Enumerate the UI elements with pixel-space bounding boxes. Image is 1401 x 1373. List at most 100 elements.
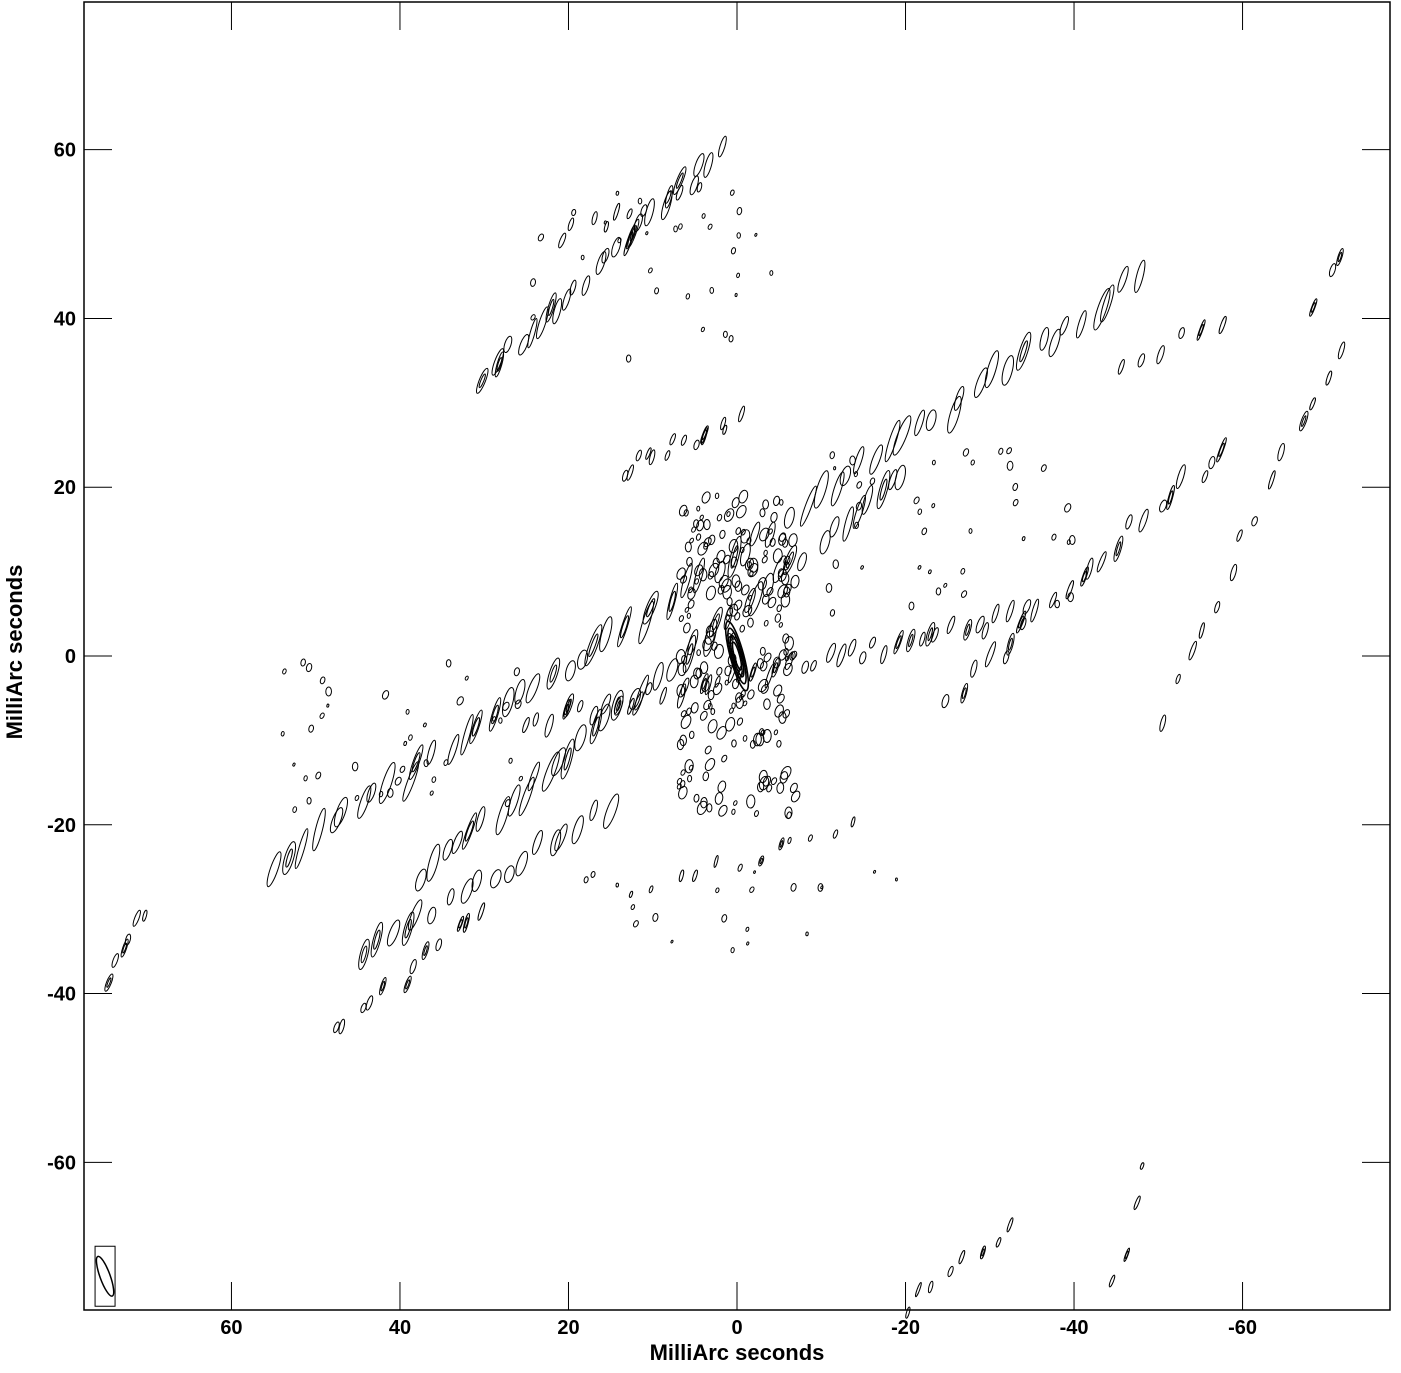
x-tick-label: 40 [389, 1317, 411, 1339]
contour-stripe [426, 739, 437, 765]
contour-blob [717, 780, 727, 793]
contour-blob [308, 724, 315, 733]
contour-stripe-inner [646, 598, 656, 618]
contour-stripe [476, 367, 489, 394]
y-tick-label: 40 [54, 308, 76, 330]
contour-blob [705, 625, 715, 638]
contour-blob [422, 722, 427, 728]
contour-stripe-inner [701, 677, 707, 690]
contour-blob [726, 607, 734, 617]
contour-blob [742, 604, 753, 618]
contour-stripe [984, 641, 997, 668]
contour-blob [921, 527, 928, 536]
contour-blob [731, 739, 737, 748]
contour-blob [652, 912, 659, 922]
contour-stripe [475, 806, 486, 832]
contour-blob [789, 782, 798, 793]
contour-blob [716, 514, 723, 522]
contour-stripe [1218, 315, 1227, 335]
contour-stripe [104, 973, 114, 992]
contour-blob [306, 796, 312, 805]
contour-stripe [1030, 598, 1040, 623]
contour-blob [300, 658, 306, 667]
contour-blob [731, 574, 741, 588]
contour-stripe [1328, 263, 1337, 278]
contour-blob [766, 587, 774, 596]
contour-blob [829, 609, 836, 617]
contour-blob [740, 546, 745, 554]
contour-blob [690, 702, 699, 714]
contour-stripe-inner [1310, 302, 1316, 313]
contour-stripe [1039, 327, 1050, 351]
contour-blob [772, 656, 781, 669]
contour-stripe-inner [592, 716, 600, 737]
contour-stripe [853, 446, 865, 475]
contour-stripe [502, 687, 515, 718]
contour-stripe [696, 182, 703, 193]
contour-stripe-inner [478, 373, 486, 389]
contour-blob [292, 762, 296, 767]
contour-blob [687, 774, 693, 783]
contour-blob [730, 247, 737, 255]
contour-blob [706, 803, 713, 813]
contour-blob [714, 492, 720, 500]
contour-stripe [120, 938, 129, 958]
contour-stripe-inner [549, 664, 558, 683]
contour-stripe [947, 1265, 954, 1278]
contour-stripe-inner [285, 848, 293, 868]
contour-stripe [617, 606, 632, 648]
contour-stripe [507, 784, 521, 817]
contour-blob [697, 541, 709, 556]
contour-blob [445, 659, 452, 668]
contour-blob [729, 603, 739, 617]
contour-stripe-inner [779, 840, 784, 848]
contour-stripe [1108, 1274, 1116, 1288]
contour-stripe [645, 447, 652, 460]
contour-blob [707, 571, 714, 580]
axis-ticks: 60 40 20 0 -20 -40 -60 60 40 20 0 -20 -40 -60 [47, 2, 1390, 1339]
contour-peak [724, 620, 750, 692]
contour-blob [748, 557, 759, 573]
contour-stripe [1080, 566, 1089, 587]
contour-stripe [664, 185, 674, 209]
contour-stripe [660, 190, 673, 221]
contour-blob [670, 939, 674, 944]
contour-stripe [635, 449, 642, 462]
contour-stripe [778, 837, 785, 851]
contour-stripe-inner [895, 635, 902, 650]
y-tick-label: -60 [47, 1152, 76, 1174]
contour-blob [855, 501, 863, 511]
contour-blob [763, 652, 772, 663]
y-tick-label: 0 [65, 646, 76, 668]
contour-peak [731, 641, 743, 671]
contour-stripe [525, 673, 541, 704]
contour-stripe [558, 232, 567, 249]
contour-blob [738, 693, 744, 700]
contour-stripe [628, 890, 634, 898]
contour-stripe-inner [411, 752, 421, 773]
contour-stripe-inner [491, 704, 499, 725]
contour-stripe [544, 713, 554, 738]
contour-blob [707, 223, 713, 230]
contour-stripe [692, 869, 698, 882]
contour-stripe [414, 868, 427, 892]
contour-blob [829, 451, 835, 460]
contour-stripe [560, 738, 575, 780]
contour-stripe [915, 1281, 922, 1298]
contour-blob [714, 792, 724, 805]
contour-stripe [1138, 508, 1149, 533]
contour-stripe [850, 816, 856, 828]
contour-blob [431, 776, 437, 783]
contour-blob [721, 754, 728, 763]
contour-blob [702, 771, 710, 782]
contour-stripe [642, 590, 659, 625]
contour-stripe [666, 582, 679, 621]
contour-stripe [386, 919, 401, 947]
contour-stripe [1117, 265, 1129, 293]
contour-stripe [758, 855, 765, 867]
contour-stripe-inner [981, 1248, 985, 1257]
contour-blob [757, 577, 767, 591]
contour-blob [856, 481, 863, 489]
contour-blob [691, 526, 697, 533]
contour-blob [820, 885, 824, 890]
